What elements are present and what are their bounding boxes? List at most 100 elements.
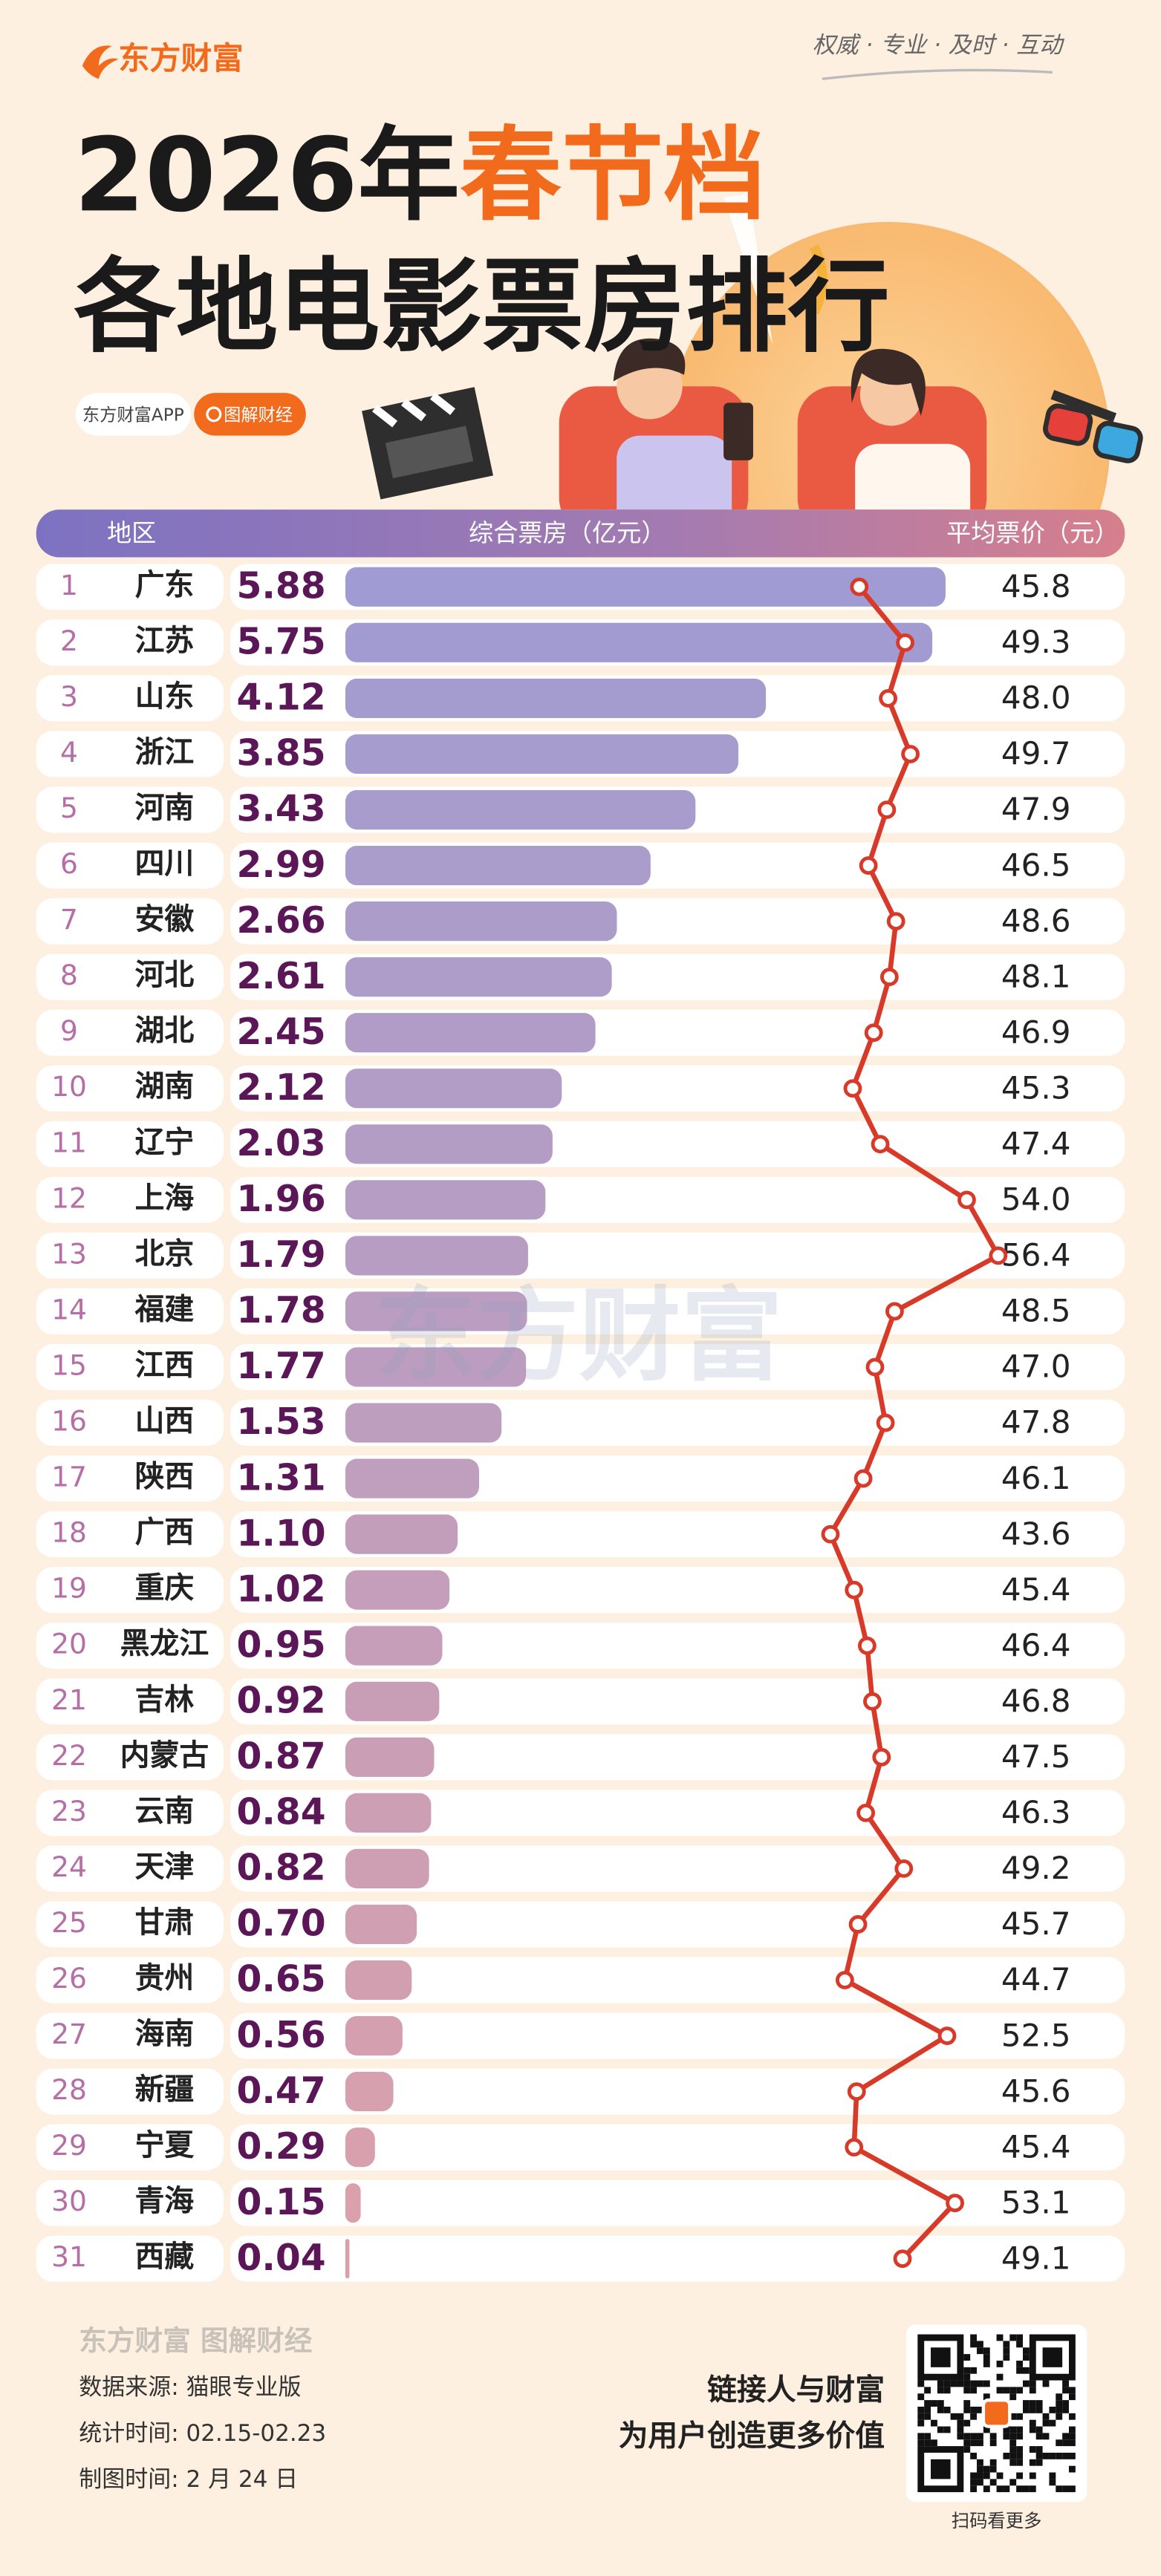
qr-cell [983, 2426, 990, 2433]
column-header: 地区 [107, 518, 156, 547]
region: 云南 [135, 1794, 195, 1828]
qr-cell [924, 2413, 931, 2420]
bar [345, 1626, 443, 1666]
price-label: 49.2 [1001, 1850, 1071, 1886]
row-label-bg [36, 1455, 224, 1502]
qr-cell [1009, 2433, 1017, 2440]
footer-logo: 东方财富 图解财经 [79, 2324, 312, 2357]
price-label: 45.8 [1001, 568, 1071, 604]
box-office-label: 0.82 [237, 1848, 326, 1889]
rank: 18 [51, 1516, 87, 1549]
qr-cell [977, 2406, 983, 2413]
price-label: 45.6 [1001, 2073, 1071, 2109]
qr-cell [1016, 2387, 1024, 2394]
row-label-bg [36, 1288, 224, 1334]
row-bg [230, 2068, 1125, 2115]
rank: 16 [51, 1405, 87, 1438]
qr-cell [1068, 2439, 1076, 2447]
price-label: 52.5 [1001, 2017, 1071, 2053]
qr-cell [1035, 2433, 1043, 2440]
illustration [362, 194, 1143, 510]
region: 浙江 [135, 735, 195, 769]
qr-cell [931, 2439, 937, 2447]
qr-cell [1068, 2452, 1076, 2459]
qr-cell [1023, 2347, 1030, 2355]
column-header: 平均票价（元） [946, 518, 1119, 547]
rank: 24 [51, 1851, 87, 1883]
price-label: 48.1 [1001, 958, 1071, 994]
bar [345, 1013, 596, 1053]
region: 安徽 [135, 902, 195, 936]
rank: 22 [51, 1739, 87, 1772]
qr-cell [1056, 2439, 1063, 2447]
qr-cell [970, 2341, 978, 2348]
box-office-label: 0.87 [237, 1736, 326, 1778]
qr-cell [957, 2380, 964, 2387]
bar [345, 2183, 361, 2223]
region: 西藏 [135, 2240, 195, 2274]
qr-cell [1062, 2485, 1069, 2493]
price-point [901, 745, 920, 763]
price-point [893, 2249, 912, 2269]
rank: 17 [51, 1461, 87, 1493]
qr-cell [1056, 2406, 1063, 2413]
row-label-bg [36, 2012, 224, 2059]
row-bg [230, 1734, 1125, 1781]
qr-cell [1062, 2439, 1069, 2447]
qr-cell [1009, 2479, 1017, 2486]
qr-cell [1003, 2341, 1010, 2348]
qr-cell [1049, 2452, 1056, 2459]
qr-cell [1009, 2452, 1017, 2459]
footer-period: 统计时间: 02.15-02.23 [79, 2420, 326, 2447]
qr-cell [937, 2380, 944, 2387]
qr-cell [1042, 2452, 1050, 2459]
qr-cell [977, 2472, 983, 2479]
qr-cell [1035, 2406, 1043, 2413]
bar [345, 2239, 350, 2279]
qr-cell [1023, 2380, 1030, 2387]
bar [345, 2015, 403, 2056]
row-label-bg [36, 1734, 224, 1781]
qr-cell [996, 2360, 1004, 2367]
title-part: 2026年 [74, 117, 460, 235]
rank: 2 [60, 625, 78, 657]
box-office-label: 2.61 [237, 956, 326, 997]
price-point [879, 968, 899, 987]
row-label-bg [36, 1065, 224, 1112]
rank: 15 [51, 1349, 87, 1381]
qr-cell [996, 2387, 1004, 2394]
row-label-bg [36, 1232, 224, 1279]
box-office-label: 1.10 [237, 1513, 326, 1554]
qr-cell [970, 2334, 978, 2341]
rank: 19 [51, 1572, 87, 1605]
qr-caption: 扫码看更多 [952, 2510, 1042, 2531]
box-office-label: 3.43 [237, 789, 326, 830]
qr-cell [963, 2439, 971, 2447]
box-office-label: 1.02 [237, 1568, 326, 1610]
box-office-label: 1.77 [237, 1346, 326, 1387]
qr-cell [1016, 2334, 1024, 2341]
price-label: 47.8 [1001, 1404, 1071, 1441]
slogan: 权威 · 专业 · 及时 · 互动 [813, 32, 1065, 59]
qr-cell [963, 2380, 971, 2387]
box-office-label: 1.53 [237, 1401, 326, 1443]
bar [345, 1124, 553, 1164]
box-office-label: 0.47 [237, 2070, 326, 2112]
footer-source: 数据来源: 猫眼专业版 [79, 2374, 301, 2401]
row-label-bg [36, 2235, 224, 2282]
region: 湖北 [135, 1014, 195, 1048]
qr-cell [1035, 2400, 1043, 2407]
qr-cell [963, 2433, 971, 2440]
region: 山西 [135, 1404, 195, 1438]
region: 黑龙江 [120, 1627, 209, 1661]
price-point [859, 856, 878, 875]
qr-cell [970, 2380, 978, 2387]
qr-cell [1049, 2419, 1056, 2427]
qr-cell [1009, 2459, 1017, 2466]
qr-cell [917, 2419, 925, 2427]
row-label-bg [36, 1901, 224, 1948]
qr-cell [1042, 2433, 1050, 2440]
qr-cell [1042, 2419, 1050, 2427]
decoration [371, 392, 455, 428]
